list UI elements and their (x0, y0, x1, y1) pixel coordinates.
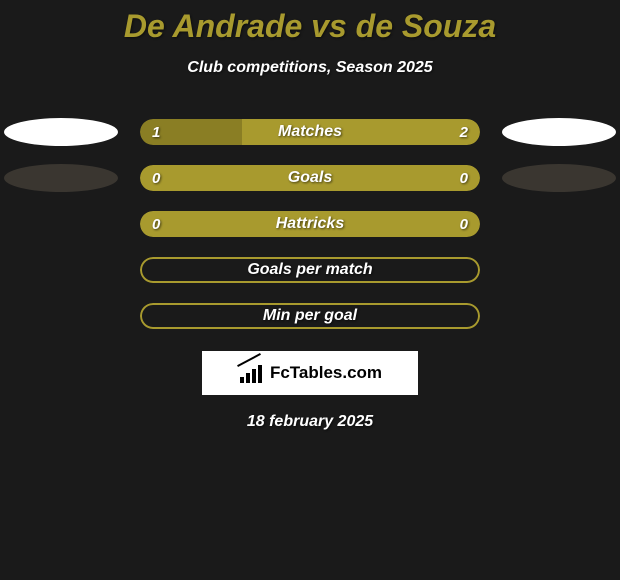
stat-label: Hattricks (140, 215, 480, 233)
player-marker-left (4, 164, 118, 192)
stat-label: Goals per match (140, 261, 480, 279)
stat-bar: Min per goal (140, 303, 480, 329)
subtitle: Club competitions, Season 2025 (0, 59, 620, 77)
stat-row: Matches1 2 (0, 109, 620, 155)
stat-value-left: 0 (152, 216, 160, 233)
stat-value-right: 2 (460, 124, 468, 141)
bar-chart-icon (238, 363, 264, 383)
stat-value-right: 0 (460, 216, 468, 233)
stat-row: Hattricks0 0 (0, 201, 620, 247)
stat-row: Goals per match (0, 247, 620, 293)
player-marker-right (502, 118, 616, 146)
stat-row: Min per goal (0, 293, 620, 339)
stat-value-right: 0 (460, 170, 468, 187)
player-marker-right (502, 164, 616, 192)
player-marker-left (4, 118, 118, 146)
stat-value-left: 1 (152, 124, 160, 141)
stat-label: Min per goal (140, 307, 480, 325)
date-text: 18 february 2025 (0, 413, 620, 431)
stat-bar: Goals0 0 (140, 165, 480, 191)
brand-text: FcTables.com (270, 363, 382, 383)
stat-bar: Matches1 2 (140, 119, 480, 145)
stat-value-left: 0 (152, 170, 160, 187)
stat-bar: Goals per match (140, 257, 480, 283)
stat-label: Goals (140, 169, 480, 187)
stat-rows: Matches12Goals00Hattricks00Goals per mat… (0, 109, 620, 339)
stat-bar: Hattricks0 0 (140, 211, 480, 237)
brand-badge: FcTables.com (202, 351, 418, 395)
stat-label: Matches (140, 123, 480, 141)
stat-row: Goals0 0 (0, 155, 620, 201)
page-title: De Andrade vs de Souza (0, 0, 620, 45)
